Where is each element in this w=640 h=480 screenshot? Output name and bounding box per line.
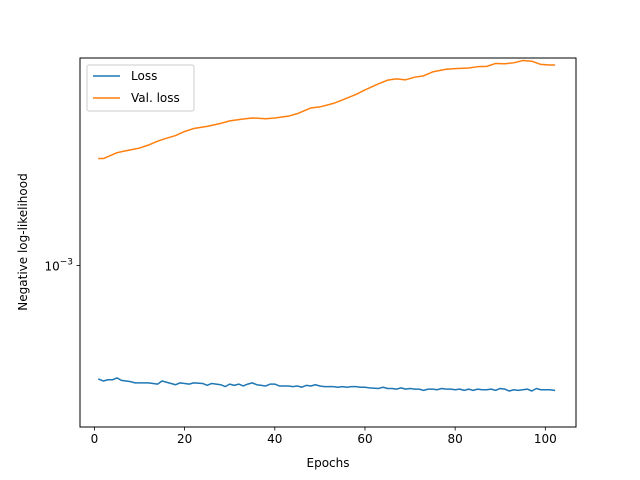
x-tick-label: 40 [267,432,282,446]
x-axis: 0 20 40 60 80 100 [91,427,557,446]
x-axis-label: Epochs [307,456,350,470]
legend: Loss Val. loss [86,64,195,112]
x-tick-label: 100 [534,432,557,446]
x-tick-label: 60 [357,432,372,446]
x-tick-label: 80 [448,432,463,446]
series-line-val-loss [98,59,556,160]
series-line-loss [97,377,556,392]
legend-label-loss: Loss [131,69,157,83]
x-tick-label: 0 [91,432,99,446]
y-axis: 10−3 [44,257,80,273]
x-tick-label: 20 [177,432,192,446]
legend-label-val-loss: Val. loss [131,91,180,105]
y-axis-label: Negative log-likelihood [16,173,30,310]
axes-frame [79,57,577,428]
y-tick-label: 10−3 [44,257,73,273]
series-layer [97,59,556,392]
